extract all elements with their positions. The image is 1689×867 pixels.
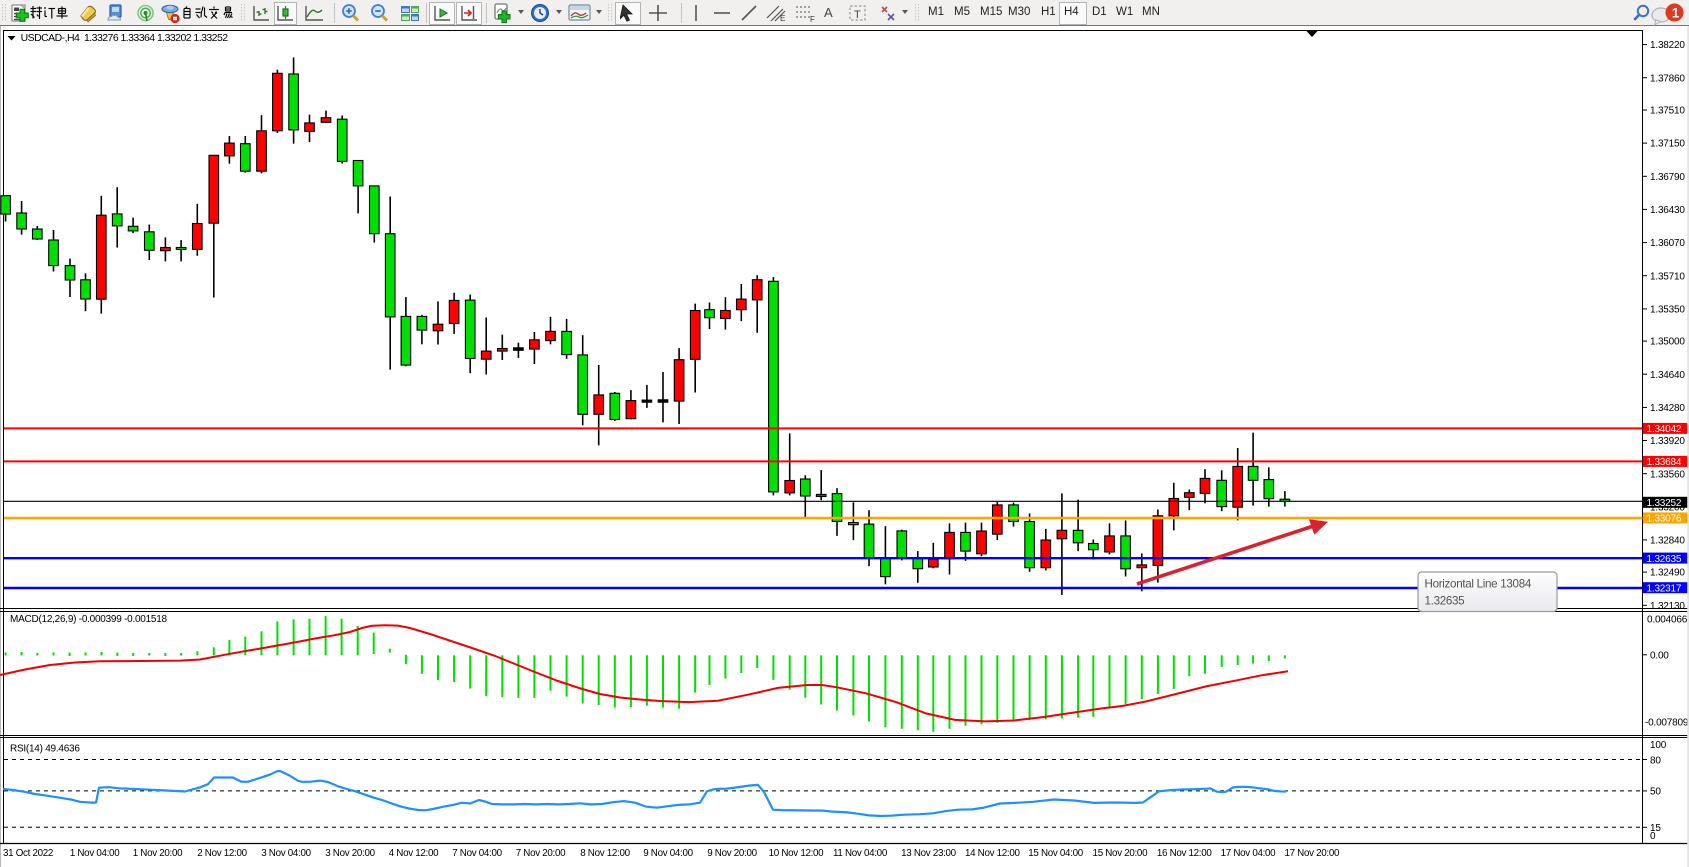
svg-text:1.33684: 1.33684 (1647, 457, 1682, 468)
svg-text:1 Nov 20:00: 1 Nov 20:00 (133, 848, 183, 859)
svg-text:1.38220: 1.38220 (1650, 40, 1685, 51)
svg-text:RSI(14) 49.4636: RSI(14) 49.4636 (10, 744, 80, 755)
svg-text:USDCAD-,H4 1.33276 1.33364 1.: USDCAD-,H4 1.33276 1.33364 1.33202 1.332… (21, 32, 229, 44)
svg-text:1.32840: 1.32840 (1650, 536, 1685, 547)
svg-text:7 Nov 04:00: 7 Nov 04:00 (452, 848, 502, 859)
svg-text:15 Nov 04:00: 15 Nov 04:00 (1028, 848, 1084, 859)
svg-text:3 Nov 20:00: 3 Nov 20:00 (325, 848, 375, 859)
svg-text:MACD(12,26,9) -0.000399 -0.001: MACD(12,26,9) -0.000399 -0.001518 (10, 614, 168, 625)
svg-text:1.33252: 1.33252 (1647, 498, 1682, 509)
svg-text:1.32317: 1.32317 (1647, 584, 1682, 595)
svg-text:100: 100 (1650, 740, 1667, 751)
svg-text:1.32635: 1.32635 (1425, 595, 1465, 608)
svg-text:Horizontal Line 13084: Horizontal Line 13084 (1425, 578, 1532, 591)
svg-text:1.33920: 1.33920 (1650, 436, 1685, 447)
svg-text:1 Nov 04:00: 1 Nov 04:00 (70, 848, 120, 859)
svg-text:80: 80 (1650, 755, 1661, 766)
svg-text:14 Nov 12:00: 14 Nov 12:00 (965, 848, 1021, 859)
svg-text:1.37510: 1.37510 (1650, 106, 1685, 117)
svg-text:0.004066: 0.004066 (1647, 614, 1688, 625)
svg-text:10 Nov 12:00: 10 Nov 12:00 (769, 848, 825, 859)
svg-text:15 Nov 20:00: 15 Nov 20:00 (1093, 848, 1149, 859)
svg-text:1.36070: 1.36070 (1650, 238, 1685, 249)
svg-text:15: 15 (1650, 823, 1661, 834)
svg-text:17 Nov 20:00: 17 Nov 20:00 (1284, 848, 1340, 859)
svg-text:E: E (780, 14, 785, 23)
svg-text:1.36430: 1.36430 (1650, 205, 1685, 216)
svg-text:2 Nov 12:00: 2 Nov 12:00 (197, 848, 247, 859)
svg-text:9 Nov 04:00: 9 Nov 04:00 (643, 848, 693, 859)
svg-text:1.33560: 1.33560 (1650, 469, 1685, 480)
svg-text:16 Nov 12:00: 16 Nov 12:00 (1157, 848, 1213, 859)
svg-text:1.34280: 1.34280 (1650, 403, 1685, 414)
svg-text:1.34042: 1.34042 (1647, 424, 1682, 435)
svg-text:1.34640: 1.34640 (1650, 370, 1685, 381)
svg-text:1.32130: 1.32130 (1650, 601, 1685, 612)
svg-text:1.32490: 1.32490 (1650, 568, 1685, 579)
svg-text:1.35350: 1.35350 (1650, 305, 1685, 316)
svg-text:50: 50 (1650, 787, 1661, 798)
svg-text:1.35710: 1.35710 (1650, 271, 1685, 282)
svg-text:1.37150: 1.37150 (1650, 139, 1685, 150)
svg-text:F: F (810, 15, 815, 23)
svg-text:3 Nov 04:00: 3 Nov 04:00 (261, 848, 311, 859)
svg-text:-0.007809: -0.007809 (1645, 717, 1689, 728)
svg-text:7 Nov 20:00: 7 Nov 20:00 (516, 848, 566, 859)
svg-text:13 Nov 23:00: 13 Nov 23:00 (901, 848, 957, 859)
svg-text:1.37860: 1.37860 (1650, 73, 1685, 84)
svg-text:1.32635: 1.32635 (1647, 554, 1682, 565)
svg-text:1.33200: 1.33200 (1650, 502, 1685, 513)
svg-text:1.36790: 1.36790 (1650, 172, 1685, 183)
svg-text:4 Nov 12:00: 4 Nov 12:00 (389, 848, 439, 859)
svg-text:1.33076: 1.33076 (1647, 514, 1682, 525)
svg-text:9 Nov 20:00: 9 Nov 20:00 (707, 848, 757, 859)
svg-text:0: 0 (1650, 831, 1656, 842)
svg-text:17 Nov 04:00: 17 Nov 04:00 (1221, 848, 1277, 859)
svg-text:8 Nov 12:00: 8 Nov 12:00 (580, 848, 630, 859)
svg-text:1: 1 (1672, 5, 1680, 20)
svg-text:T: T (854, 9, 861, 21)
svg-text:1.35000: 1.35000 (1650, 337, 1685, 348)
svg-text:11 Nov 04:00: 11 Nov 04:00 (833, 848, 888, 859)
svg-text:0.00: 0.00 (1650, 651, 1669, 662)
svg-text:31 Oct 2022: 31 Oct 2022 (3, 848, 53, 859)
